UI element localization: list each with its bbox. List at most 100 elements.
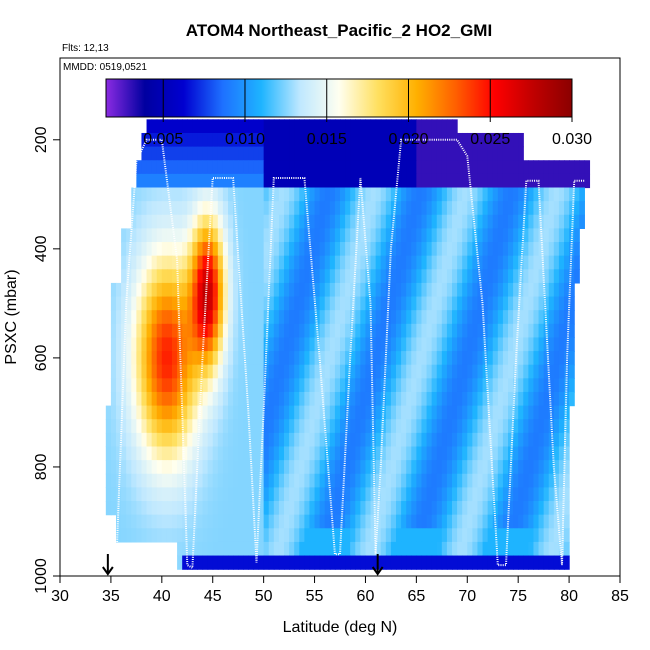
heatmap-cell <box>121 296 127 311</box>
heatmap-cell <box>355 405 361 420</box>
heatmap-cell <box>533 555 540 570</box>
heatmap-cell <box>172 378 178 393</box>
heatmap-cell <box>355 132 361 148</box>
heatmap-cell <box>192 310 199 325</box>
heatmap-cell <box>513 187 519 202</box>
heatmap-cell <box>401 255 407 270</box>
heatmap-cell <box>355 501 361 516</box>
heatmap-cell <box>467 282 473 298</box>
heatmap-cell <box>166 296 173 311</box>
heatmap-cell <box>396 446 402 461</box>
heatmap-cell <box>416 419 423 434</box>
heatmap-cell <box>487 269 494 284</box>
heatmap-cell <box>172 214 178 229</box>
heatmap-cell <box>426 501 433 516</box>
heatmap-cell <box>350 146 356 161</box>
heatmap-cell <box>385 446 392 461</box>
heatmap-cell <box>324 432 331 448</box>
heatmap-cell <box>528 310 535 325</box>
heatmap-cell <box>564 446 570 461</box>
heatmap-cell <box>212 337 219 352</box>
heatmap-cell <box>340 119 346 134</box>
heatmap-cell <box>228 446 234 461</box>
heatmap-cell <box>569 323 575 339</box>
heatmap-cell <box>314 501 321 516</box>
heatmap-cell <box>278 555 285 570</box>
heatmap-cell <box>380 282 387 298</box>
heatmap-cell <box>441 323 448 339</box>
heatmap-cell <box>553 432 560 448</box>
heatmap-cell <box>146 228 153 243</box>
heatmap-cell <box>141 419 148 434</box>
heatmap-cell <box>497 323 504 339</box>
heatmap-cell <box>513 364 519 379</box>
heatmap-cell <box>156 419 163 434</box>
heatmap-cell <box>518 132 524 148</box>
heatmap-cell <box>187 228 193 243</box>
heatmap-cell <box>222 160 229 175</box>
heatmap-cell <box>202 501 209 516</box>
heatmap-cell <box>248 214 255 229</box>
heatmap-cell <box>487 528 494 543</box>
heatmap-cell <box>324 514 331 529</box>
heatmap-cell <box>558 310 565 325</box>
heatmap-cell <box>406 364 412 379</box>
heatmap-cell <box>533 419 540 434</box>
heatmap-cell <box>375 541 382 557</box>
heatmap-cell <box>518 269 524 284</box>
heatmap-cell <box>294 555 300 570</box>
heatmap-cell <box>238 337 244 352</box>
heatmap-cell <box>156 242 163 257</box>
heatmap-cell <box>355 460 361 475</box>
heatmap-cell <box>375 160 382 175</box>
heatmap-cell <box>289 296 295 311</box>
heatmap-cell <box>329 391 336 407</box>
heatmap-cell <box>518 419 524 434</box>
heatmap-cell <box>273 351 280 366</box>
heatmap-cell <box>401 323 407 339</box>
heatmap-cell <box>421 160 428 175</box>
heatmap-cell <box>243 214 249 229</box>
heatmap-cell <box>350 242 356 257</box>
heatmap-cell <box>421 528 428 543</box>
heatmap-cell <box>523 528 529 543</box>
heatmap-cell <box>452 296 458 311</box>
heatmap-cell <box>390 337 397 352</box>
heatmap-cell <box>477 391 484 407</box>
heatmap-cell <box>172 364 178 379</box>
heatmap-cell <box>345 487 351 502</box>
heatmap-cell <box>299 405 305 420</box>
heatmap-cell <box>436 119 443 134</box>
heatmap-cell <box>329 255 336 270</box>
heatmap-cell <box>533 391 540 407</box>
heatmap-cell <box>324 364 331 379</box>
heatmap-cell <box>202 432 209 448</box>
heatmap-cell <box>385 432 392 448</box>
heatmap-cell <box>467 391 473 407</box>
heatmap-cell <box>284 269 290 284</box>
heatmap-cell <box>233 514 239 529</box>
heatmap-cell <box>558 501 565 516</box>
heatmap-cell <box>502 364 509 379</box>
heatmap-cell <box>543 269 550 284</box>
heatmap-cell <box>268 378 275 393</box>
heatmap-cell <box>177 187 183 202</box>
heatmap-cell <box>446 351 453 366</box>
heatmap-cell <box>121 487 127 502</box>
heatmap-cell <box>233 269 239 284</box>
arrow-marker-head <box>102 566 114 576</box>
heatmap-cell <box>396 323 402 339</box>
heatmap-cell <box>172 228 178 243</box>
heatmap-cell <box>416 282 423 298</box>
heatmap-cell <box>314 337 321 352</box>
heatmap-cell <box>187 473 193 488</box>
heatmap-cell <box>543 446 550 461</box>
heatmap-cell <box>492 337 499 352</box>
heatmap-cell <box>324 214 331 229</box>
heatmap-cell <box>355 187 361 202</box>
heatmap-cell <box>375 351 382 366</box>
heatmap-cell <box>304 310 311 325</box>
heatmap-cell <box>543 173 550 189</box>
heatmap-cell <box>564 460 570 475</box>
